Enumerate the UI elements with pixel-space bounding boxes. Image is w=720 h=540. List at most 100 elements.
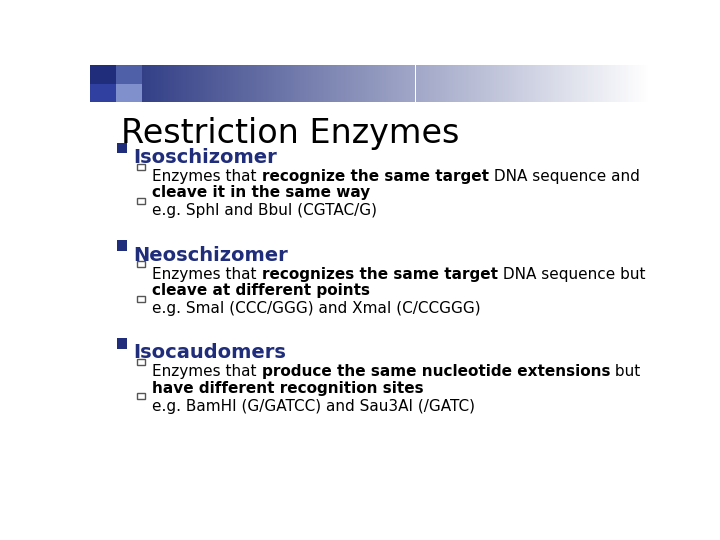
Bar [164,65,166,102]
Bar [284,65,285,102]
Bar [256,65,258,102]
Bar [364,65,365,102]
Bar [117,338,127,349]
Text: but: but [611,364,641,380]
Bar [282,65,284,102]
Bar [315,65,317,102]
Bar [624,65,626,102]
Bar [533,65,534,102]
Bar [360,65,361,102]
Bar [460,65,462,102]
Text: DNA sequence and: DNA sequence and [489,169,640,184]
Bar [564,65,566,102]
Bar [138,296,145,301]
Bar [406,65,408,102]
Bar [579,65,581,102]
Bar [445,65,447,102]
Bar [644,65,646,102]
Bar [300,65,302,102]
Bar [382,65,384,102]
Bar [298,65,300,102]
Bar [574,65,575,102]
Bar [479,65,481,102]
Bar [539,65,540,102]
Bar [467,65,469,102]
Bar [145,65,148,102]
Bar [410,65,412,102]
Bar [278,65,280,102]
Bar [431,65,432,102]
Bar [603,65,606,102]
Text: produce the same nucleotide extensions: produce the same nucleotide extensions [262,364,611,380]
Bar [307,65,310,102]
Bar [585,65,587,102]
Bar [99,65,101,102]
Bar [215,65,217,102]
Bar [120,65,122,102]
Bar [451,65,453,102]
Bar [507,65,508,102]
Text: e.g. SphI and BbuI (CGTAC/G): e.g. SphI and BbuI (CGTAC/G) [153,203,377,218]
Text: recognize the same target: recognize the same target [262,169,489,184]
Bar [490,65,492,102]
Bar [392,65,393,102]
Bar [371,65,373,102]
Bar [220,65,222,102]
Bar [320,65,323,102]
Bar [185,65,186,102]
Bar [343,65,345,102]
Bar [473,65,475,102]
Bar [339,65,341,102]
Bar [138,65,140,102]
Bar [116,84,143,102]
Text: Enzymes that: Enzymes that [153,267,262,282]
Bar [348,65,351,102]
Bar [261,65,263,102]
Bar [631,65,633,102]
Bar [179,65,181,102]
Bar [90,65,116,84]
Bar [520,65,521,102]
Bar [575,65,577,102]
Bar [103,65,105,102]
Text: Isoschizomer: Isoschizomer [133,148,277,167]
Bar [140,65,142,102]
Bar [549,65,552,102]
Bar [107,65,109,102]
Bar [441,65,444,102]
Bar [485,65,486,102]
Bar [205,65,207,102]
Bar [464,65,466,102]
Bar [629,65,631,102]
Bar [94,65,96,102]
Bar [557,65,559,102]
Bar [97,65,99,102]
Bar [514,65,516,102]
Bar [319,65,320,102]
Bar [150,65,151,102]
Bar [594,65,596,102]
Bar [341,65,343,102]
Bar [118,65,120,102]
Bar [527,65,529,102]
Bar [112,65,114,102]
Bar [144,65,145,102]
Bar [436,65,438,102]
Bar [155,65,157,102]
Bar [240,65,243,102]
Bar [317,65,319,102]
Bar [204,65,205,102]
Bar [310,65,311,102]
Bar [421,65,423,102]
Bar [547,65,549,102]
Bar [581,65,583,102]
Bar [413,65,415,102]
Bar [419,65,421,102]
Bar [116,65,143,84]
Bar [96,65,97,102]
Bar [294,65,297,102]
Bar [542,65,544,102]
Bar [280,65,282,102]
Bar [293,65,294,102]
Bar [161,65,163,102]
